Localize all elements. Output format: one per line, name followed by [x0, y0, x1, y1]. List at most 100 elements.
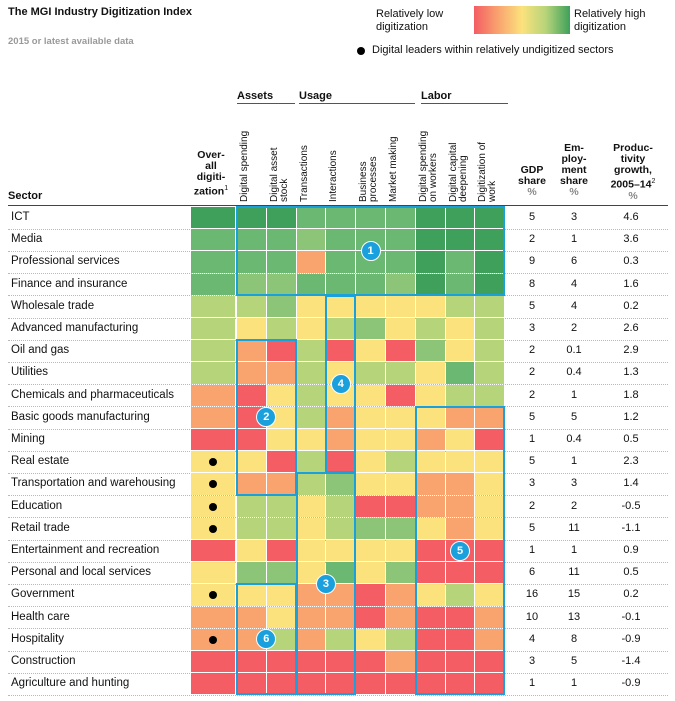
heatmap-cell — [445, 495, 475, 517]
heatmap-cell — [445, 651, 475, 673]
heatmap-cell — [415, 207, 445, 229]
productivity-value: 1.2 — [623, 410, 639, 423]
gdp-share-value: 5 — [528, 211, 536, 223]
legend-color-scale — [474, 6, 570, 34]
heatmap-cell — [356, 562, 385, 584]
heatmap-cell — [356, 628, 385, 650]
heatmap-cell — [326, 517, 356, 539]
legend-leader-label: Digital leaders within relatively undigi… — [372, 44, 614, 56]
heatmap-cell — [445, 318, 475, 340]
heatmap-cell — [475, 229, 505, 251]
heatmap-cell — [445, 251, 475, 273]
heatmap-cell — [356, 406, 385, 428]
group-assets-rule — [237, 103, 295, 104]
heatmap-cell — [296, 451, 326, 473]
heatmap-cell — [475, 384, 505, 406]
heatmap-cell — [415, 651, 445, 673]
highlight-badge-1: 1 — [360, 240, 381, 261]
row-label: Real estate — [11, 455, 70, 468]
heatmap-cell — [386, 318, 415, 340]
heatmap-cell — [475, 628, 505, 650]
heatmap-cell — [326, 540, 356, 562]
heatmap-cell — [386, 251, 415, 273]
heatmap-cell — [386, 340, 415, 362]
column-header-6: Digital spending on workers — [417, 130, 439, 202]
heatmap-cell — [266, 495, 296, 517]
heatmap-cell — [415, 562, 445, 584]
heatmap-cell — [356, 473, 385, 495]
heatmap-cell — [415, 251, 445, 273]
productivity-value: 0.9 — [623, 544, 639, 556]
legend-leader-dot — [357, 47, 365, 55]
row-label: Chemicals and pharmaceuticals — [11, 388, 174, 401]
highlight-box-4 — [325, 294, 357, 474]
heatmap-cell — [296, 207, 326, 229]
heatmap-cell — [415, 229, 445, 251]
employment-share-value: 2 — [570, 499, 578, 512]
heatmap-cell — [475, 406, 505, 428]
heatmap-cell — [356, 517, 385, 539]
row-label: Agriculture and hunting — [11, 677, 130, 690]
group-labor-rule — [421, 103, 508, 104]
gdp-share-value: 5 — [528, 455, 536, 468]
row-label: ICT — [11, 211, 30, 223]
heatmap-cell — [237, 673, 266, 695]
heatmap-cell — [475, 207, 505, 229]
heatmap-cell — [326, 628, 356, 650]
heatmap-cell — [475, 673, 505, 695]
heatmap-cell — [266, 429, 296, 451]
heatmap-cell — [296, 651, 326, 673]
row-label: Wholesale trade — [11, 299, 95, 312]
heatmap-cell — [237, 495, 266, 517]
heatmap-cell — [415, 584, 445, 606]
heatmap-cell — [415, 362, 445, 384]
row-label: Professional services — [11, 255, 120, 268]
heatmap-cell — [237, 651, 266, 673]
heatmap-cell — [415, 473, 445, 495]
overall-cell — [191, 429, 235, 451]
heatmap-cell — [445, 207, 475, 229]
chart-subtitle: 2015 or latest available data — [8, 36, 134, 47]
heatmap-cell — [386, 673, 415, 695]
heatmap-cell — [296, 295, 326, 317]
gdp-share-value: 2 — [528, 499, 536, 512]
leader-dot — [209, 480, 217, 489]
gdp-share-value: 2 — [528, 344, 536, 357]
productivity-value: -0.9 — [621, 677, 641, 690]
employment-share-value: 8 — [570, 632, 578, 645]
heatmap-cell — [266, 251, 296, 273]
highlight-badge-4: 4 — [330, 374, 351, 395]
heatmap-cell — [237, 429, 266, 451]
heatmap-cell — [237, 562, 266, 584]
row-label: Personal and local services — [11, 566, 151, 579]
heatmap-cell — [445, 229, 475, 251]
group-usage-rule — [299, 103, 415, 104]
heatmap-cell — [415, 673, 445, 695]
column-header-8: Digitization of work — [477, 141, 499, 202]
heatmap-cell — [237, 362, 266, 384]
heatmap-cell — [296, 517, 326, 539]
heatmap-cell — [445, 584, 475, 606]
employment-share-value: 0.4 — [566, 366, 582, 379]
heatmap-cell — [475, 473, 505, 495]
productivity-value: -0.1 — [621, 610, 641, 623]
heatmap-cell — [356, 429, 385, 451]
productivity-value: 1.8 — [623, 388, 639, 401]
heatmap-cell — [415, 540, 445, 562]
heatmap-cell — [326, 651, 356, 673]
gdp-share-value: 3 — [528, 322, 536, 334]
gdp-share-value: 10 — [525, 610, 539, 623]
row-label: Advanced manufacturing — [11, 322, 139, 334]
heatmap-cell — [445, 429, 475, 451]
heatmap-cell — [356, 584, 385, 606]
leader-dot — [209, 591, 217, 600]
heatmap-cell — [415, 406, 445, 428]
heatmap-cell — [296, 495, 326, 517]
column-header-0: Digital spending — [239, 130, 250, 202]
heatmap-cell — [415, 340, 445, 362]
heatmap-cell — [475, 429, 505, 451]
heatmap-cell — [475, 295, 505, 317]
heatmap-cell — [326, 451, 356, 473]
employment-share-value: 1 — [570, 677, 578, 690]
productivity-value: 0.3 — [623, 255, 639, 268]
